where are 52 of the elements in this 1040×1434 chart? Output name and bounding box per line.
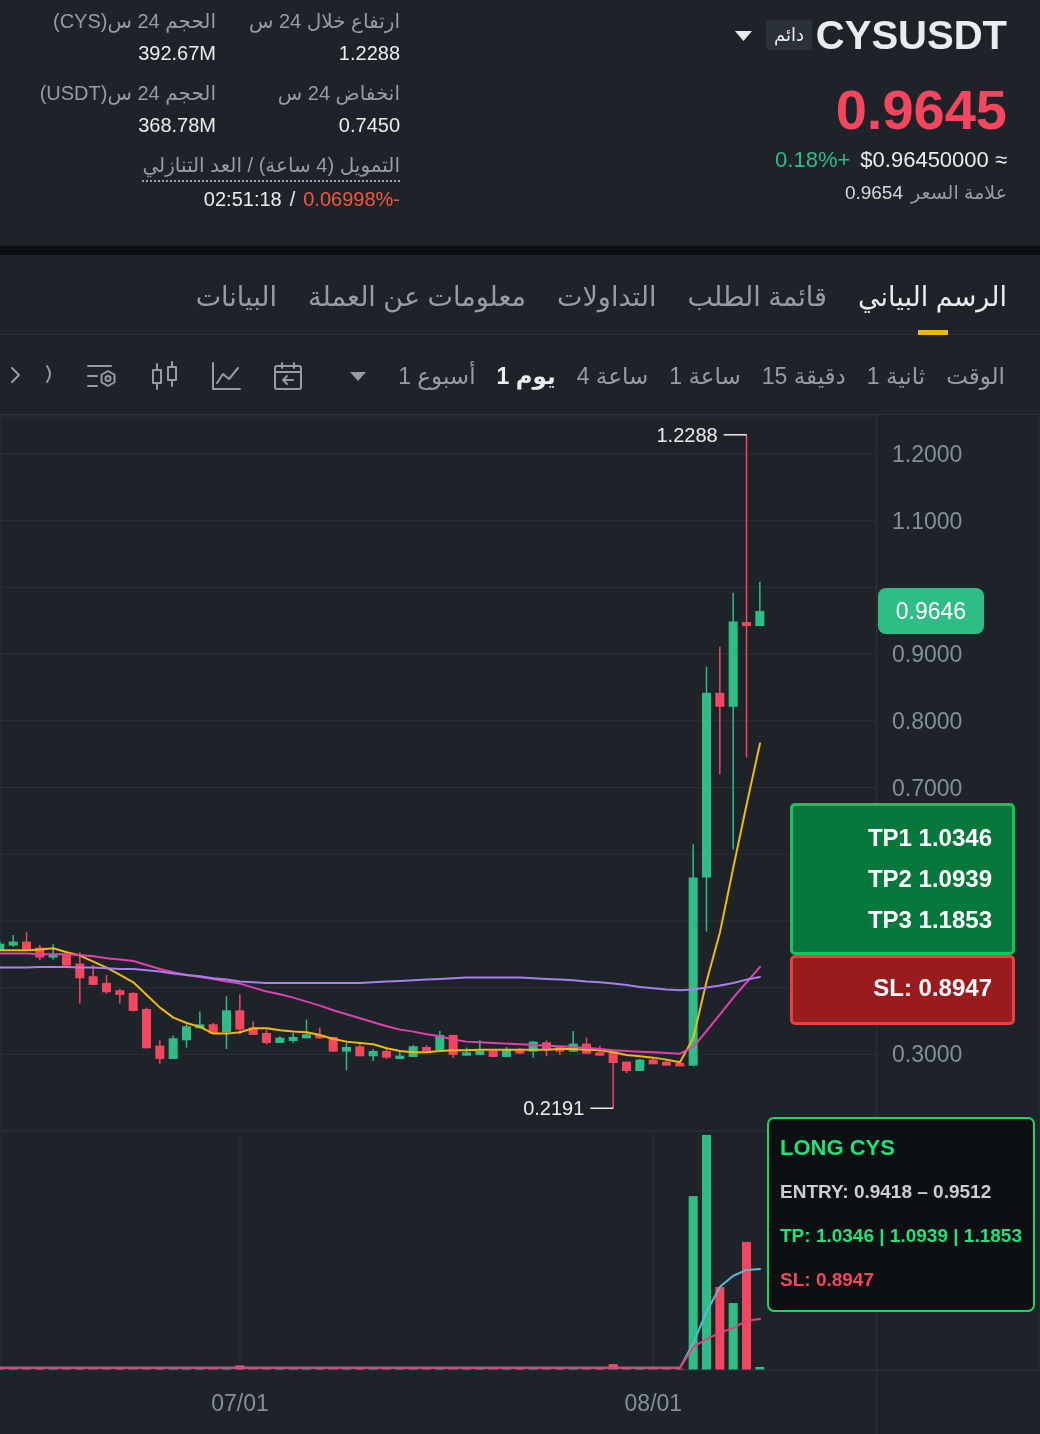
text: CYSUSDT xyxy=(815,12,1007,59)
annotation: 0.9646 xyxy=(895,598,967,625)
text: 1 أسبوع xyxy=(398,362,476,390)
annotation: TP3 1.1853 xyxy=(867,906,992,934)
take-profit-panel: TP1 1.0346 TP2 1.0939 TP3 1.1853 xyxy=(790,803,1015,955)
y-tick-label: 0.8000 xyxy=(892,707,963,734)
text: 0.18%+ xyxy=(775,146,851,174)
text: قائمة الطلب xyxy=(687,282,827,312)
text: 1 ساعة xyxy=(669,362,741,390)
text: 0.06998%- xyxy=(303,187,400,211)
y-tick-label: 1.1000 xyxy=(892,507,963,534)
y-tick-label: 0.3000 xyxy=(892,1041,963,1068)
text: التمويل (4 ساعة) / العد التنازلي xyxy=(142,154,400,176)
text: 15 دقيقة xyxy=(761,362,846,390)
text: علامة السعر xyxy=(911,181,1007,205)
x-tick-label: 08/01 xyxy=(624,1390,683,1417)
text: الحجم 24 س(USDT) xyxy=(39,81,216,105)
annotation: LONG CYS xyxy=(780,1134,895,1162)
text: انخفاض 24 س xyxy=(277,81,400,105)
text: معلومات عن العملة xyxy=(308,282,527,312)
text: 392.67M xyxy=(138,41,216,65)
text: 0.9645 xyxy=(835,77,1007,144)
stop-loss-panel: SL: 0.8947 xyxy=(790,955,1015,1025)
y-tick-label: 1.2000 xyxy=(892,441,963,468)
y-tick-label: 0.7000 xyxy=(892,774,963,801)
text: 02:51:18 xyxy=(203,187,282,211)
x-tick-label: 07/01 xyxy=(211,1390,269,1417)
label-badge: دائم xyxy=(766,20,812,50)
annotation: 0.2191 xyxy=(523,1097,585,1120)
text: ارتفاع خلال 24 س xyxy=(248,9,400,33)
text: 368.78M xyxy=(138,113,216,137)
text: 1 يوم xyxy=(496,362,556,390)
text: $0.96450000 ≈ xyxy=(860,146,1007,174)
annotation: 1.2288 xyxy=(656,423,718,446)
annotation: TP2 1.0939 xyxy=(867,865,992,893)
text: 1.2288 xyxy=(338,41,400,65)
text: الحجم 24 س(CYS) xyxy=(52,9,216,33)
text: الرسم البياني xyxy=(858,282,1007,312)
annotation: SL: 0.8947 xyxy=(780,1268,874,1292)
text: البيانات xyxy=(195,282,278,312)
text: / xyxy=(289,187,296,211)
y-tick-label: 0.9000 xyxy=(892,641,963,668)
annotation: TP: 1.0346 | 1.0939 | 1.1853 xyxy=(780,1224,1022,1248)
text: 4 ساعة xyxy=(576,362,649,390)
annotation: TP1 1.0346 xyxy=(867,824,992,852)
text: التداولات xyxy=(557,282,657,312)
text: 0.9654 xyxy=(844,181,904,205)
text: 1 ثانية xyxy=(866,362,926,390)
text: 0.7450 xyxy=(338,113,400,137)
annotation: ENTRY: 0.9418 – 0.9512 xyxy=(780,1180,992,1204)
annotation: SL: 0.8947 xyxy=(873,974,992,1002)
text: الوقت xyxy=(946,362,1005,390)
